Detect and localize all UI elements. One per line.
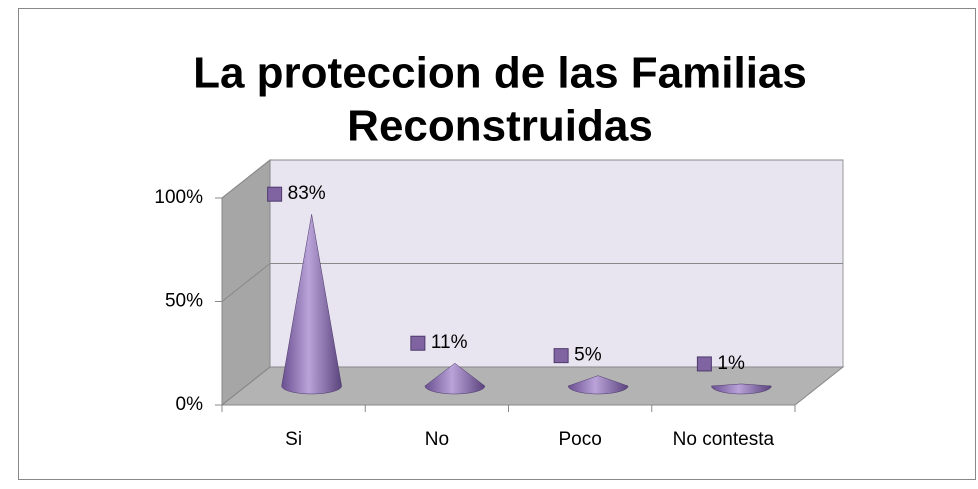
y-tick-label: 100%	[154, 187, 203, 208]
y-tick-label: 50%	[165, 291, 203, 312]
data-label: 1%	[717, 353, 745, 374]
cone	[424, 362, 486, 395]
data-label: 11%	[431, 332, 468, 353]
chart-title: La proteccion de las Familias	[193, 49, 807, 98]
grid-line	[221, 159, 843, 199]
legend-key	[410, 335, 426, 351]
legend-key	[696, 356, 712, 372]
x-tick-label: Si	[285, 429, 302, 450]
chart-title: Reconstruidas	[347, 102, 653, 151]
cone	[567, 375, 629, 395]
y-tick-label: 0%	[176, 394, 204, 415]
legend-key	[267, 186, 283, 202]
x-tick-label: No	[425, 429, 449, 450]
x-tick-label: No contesta	[673, 429, 775, 450]
legend-key	[553, 348, 569, 364]
data-label: 5%	[574, 345, 602, 366]
data-label: 83%	[288, 183, 326, 204]
cone	[711, 383, 772, 395]
cone	[281, 214, 342, 395]
x-tick-label: Poco	[558, 429, 601, 450]
grid-line	[221, 366, 843, 406]
grid-line	[221, 263, 843, 302]
